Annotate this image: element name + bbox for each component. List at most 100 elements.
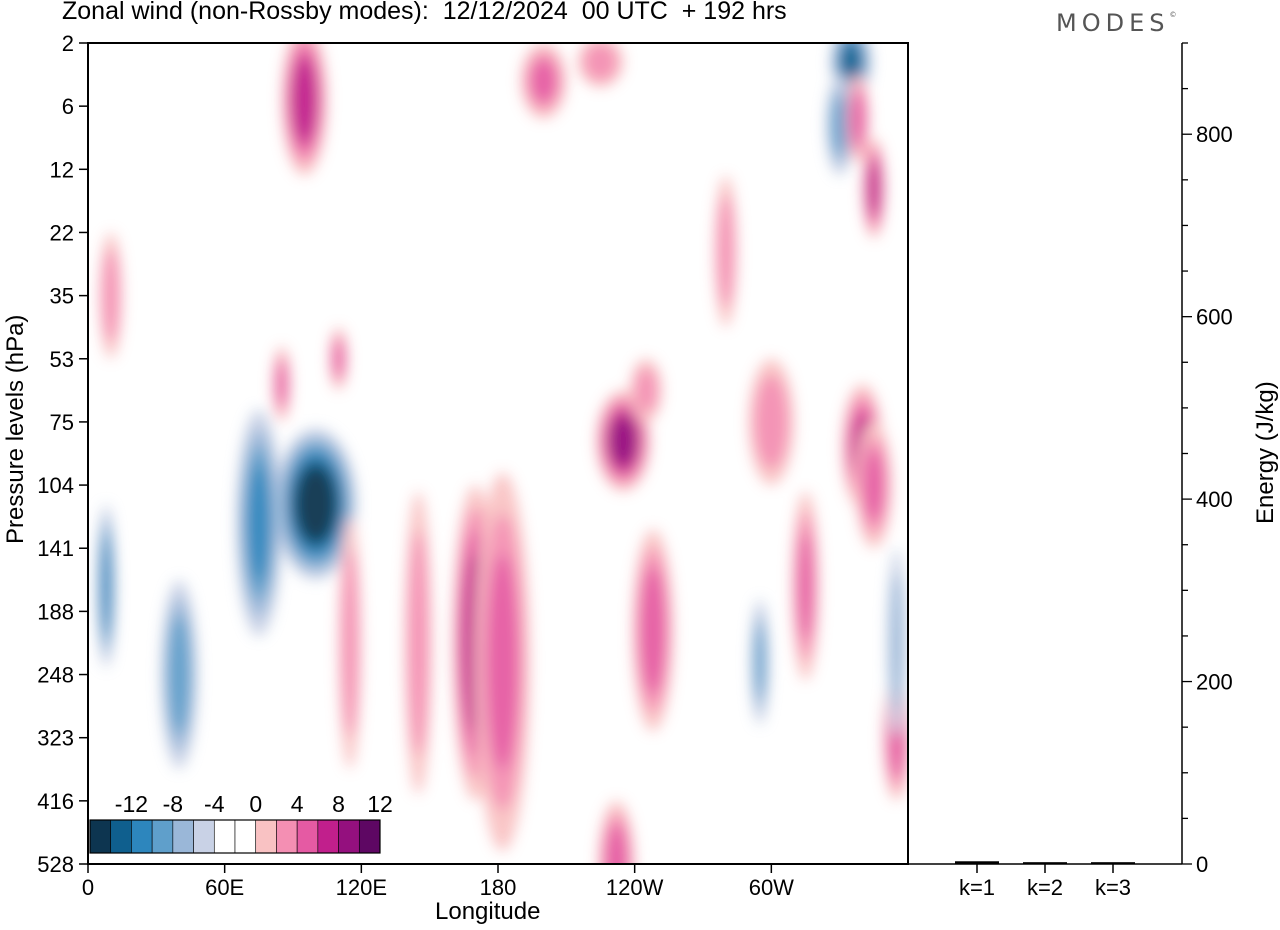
wind-contour: [863, 449, 885, 521]
colorbar-swatch: [317, 819, 339, 854]
y-tick-label: 248: [37, 663, 74, 688]
x-axis: 0 60E 120E 180 120W 60W: [82, 864, 794, 900]
energy-tick-label: 0: [1196, 852, 1208, 877]
x-tick-label: 60W: [749, 875, 794, 900]
colorbar-swatch: [110, 819, 132, 854]
wind-contour: [797, 532, 814, 640]
y-tick-label: 75: [50, 410, 74, 435]
wind-blob-29: [99, 232, 123, 359]
energy-tick-label: 200: [1196, 670, 1233, 695]
wind-contour: [850, 90, 866, 147]
wind-blob-3: [160, 579, 198, 770]
energy-bars: k=1 k=2 k=3: [955, 861, 1135, 900]
wind-blob-7: [338, 516, 362, 770]
wind-blob-13: [714, 175, 738, 328]
colorbar-label: -4: [204, 791, 225, 817]
wind-contour: [101, 539, 112, 633]
wind-contour: [247, 464, 271, 582]
energy-cat-label: k=1: [959, 875, 995, 900]
wind-blob-5: [475, 472, 530, 852]
wind-contour: [717, 195, 735, 308]
y-tick-label: 2: [62, 31, 74, 56]
copyright-mark: ©: [1169, 11, 1177, 19]
colorbar-swatch: [172, 819, 194, 854]
colorbar-label: -8: [163, 791, 183, 817]
y-tick-label: 188: [37, 599, 74, 624]
energy-bar: [1023, 862, 1067, 864]
x-tick-label: 0: [82, 875, 94, 900]
wind-blob-26: [855, 421, 893, 549]
y-tick-label: 12: [50, 157, 74, 182]
y-tick-label: 35: [50, 284, 74, 309]
wind-contour: [831, 96, 848, 154]
colorbar-swatch: [131, 819, 153, 854]
colorbar-swatch: [234, 819, 257, 854]
wind-blob-17: [846, 74, 870, 163]
y-axis-label: Pressure levels (hPa): [2, 314, 29, 544]
chart-title: Zonal wind (non-Rossby modes): 12/12/202…: [62, 0, 787, 25]
wind-blob-1: [274, 428, 357, 580]
wind-blob-22: [329, 327, 348, 391]
colorbar: -12 -8 -4 0 4 8 12: [89, 791, 393, 854]
wind-blob-2: [236, 409, 282, 637]
wind-contour: [867, 159, 881, 217]
wind-contour: [754, 375, 789, 469]
colorbar-swatch: [358, 819, 381, 854]
wind-contour: [341, 549, 359, 737]
wind-blob-9: [632, 529, 674, 732]
wind-contour: [604, 824, 628, 864]
y-tick-label: 323: [37, 726, 74, 751]
energy-bar: [955, 861, 999, 864]
wind-contour: [167, 614, 191, 735]
heatmap-contours: [97, 43, 908, 864]
y-axis: 2 6 12 22 35 53 75 104 141 188 248 323 416 528: [37, 31, 88, 877]
wind-blob-21: [272, 346, 291, 422]
colorbar-label: -12: [115, 791, 148, 817]
wind-blob-0: [97, 504, 116, 669]
colorbar-label: 0: [249, 791, 262, 817]
energy-cat-label: k=2: [1027, 875, 1063, 900]
wind-blob-28: [630, 358, 662, 422]
wind-blob-19: [520, 43, 567, 119]
y-tick-label: 104: [37, 473, 74, 498]
colorbar-swatch: [151, 819, 174, 854]
x-tick-label: 120W: [606, 875, 664, 900]
wind-contour: [610, 416, 637, 466]
energy-axis-label: Energy (J/kg): [1252, 381, 1279, 524]
wind-blob-27: [748, 358, 795, 486]
energy-bar: [1091, 862, 1135, 864]
energy-cat-label: k=3: [1095, 875, 1131, 900]
energy-tick-label: 800: [1196, 122, 1233, 147]
x-tick-label: 120E: [336, 875, 387, 900]
wind-contour: [295, 466, 337, 542]
modes-logo: MODES©: [1056, 9, 1176, 37]
energy-axis: 0 200 400 600 800: [1182, 42, 1233, 877]
y-tick-label: 22: [50, 220, 74, 245]
logo-text: MODES: [1056, 9, 1170, 37]
wind-blob-24: [598, 800, 635, 864]
wind-contour: [102, 248, 120, 343]
wind-contour: [530, 59, 557, 103]
wind-contour: [333, 340, 344, 377]
colorbar-swatch: [338, 819, 360, 854]
heatmap-field: [97, 43, 908, 864]
colorbar-swatch: [89, 819, 112, 854]
y-tick-label: 6: [62, 94, 74, 119]
wind-contour: [754, 626, 766, 698]
x-tick-label: 180: [480, 875, 517, 900]
y-tick-label: 141: [37, 536, 74, 561]
x-tick-label: 60E: [205, 875, 244, 900]
wind-blob-18: [281, 43, 328, 176]
wind-blob-25: [887, 548, 906, 738]
wind-blob-16: [862, 137, 886, 239]
colorbar-swatch: [255, 819, 277, 854]
wind-contour: [276, 362, 287, 406]
colorbar-swatch: [213, 819, 236, 854]
wind-blob-10: [750, 598, 770, 726]
y-tick-label: 416: [37, 789, 74, 814]
wind-contour: [634, 367, 658, 413]
wind-contour: [408, 530, 429, 756]
colorbar-swatch: [296, 819, 319, 854]
wind-contour: [583, 43, 618, 81]
